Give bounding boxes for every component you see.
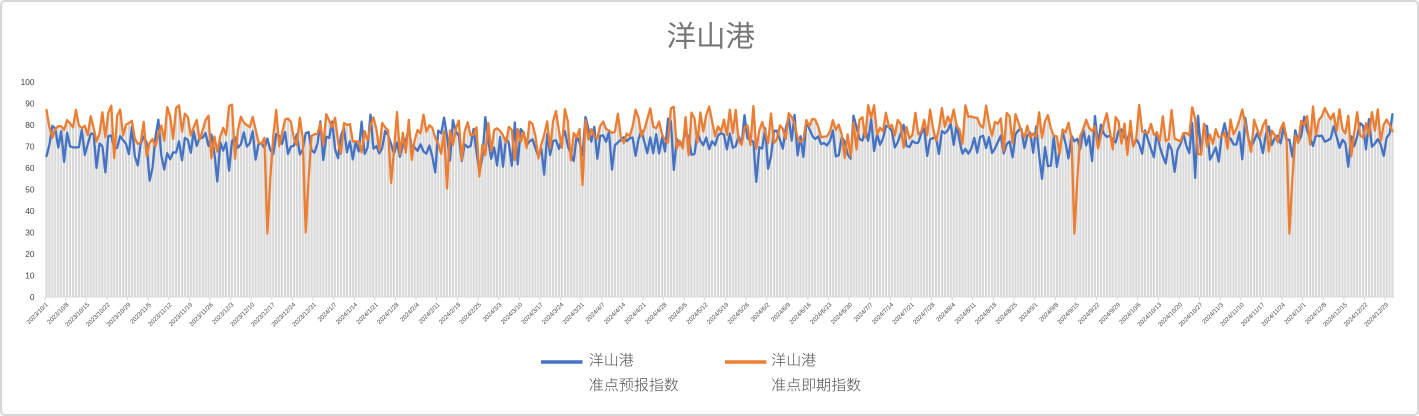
svg-text:10: 10	[25, 271, 35, 281]
svg-text:50: 50	[25, 185, 35, 195]
svg-text:100: 100	[21, 77, 35, 87]
svg-text:30: 30	[25, 228, 35, 238]
svg-text:0: 0	[30, 292, 35, 302]
svg-text:20: 20	[25, 249, 35, 259]
svg-text:70: 70	[25, 142, 35, 152]
svg-text:40: 40	[25, 206, 35, 216]
svg-text:60: 60	[25, 163, 35, 173]
svg-text:90: 90	[25, 99, 35, 109]
svg-text:80: 80	[25, 120, 35, 130]
